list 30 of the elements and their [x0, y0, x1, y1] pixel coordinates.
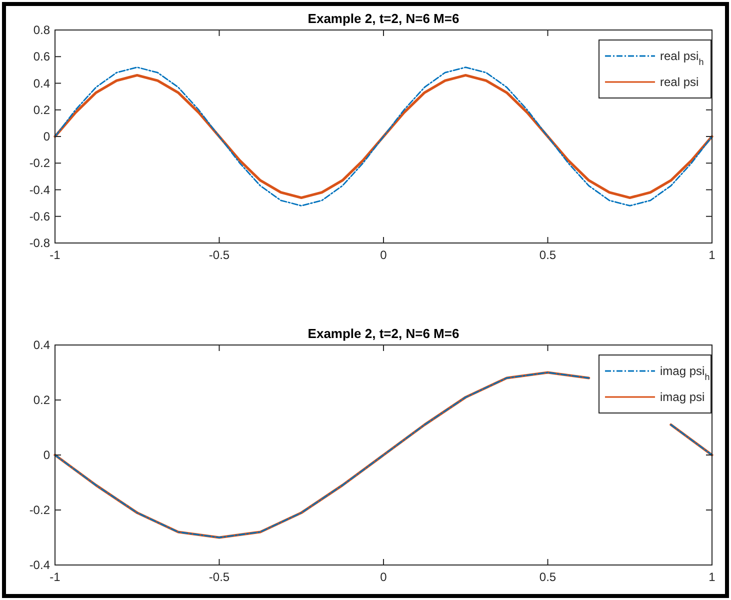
x-tick-label: 1	[708, 570, 716, 584]
y-tick-label: 0	[43, 130, 50, 144]
y-tick-label: 0.2	[33, 393, 50, 407]
x-tick-label: -0.5	[208, 570, 230, 584]
y-tick-label: -0.8	[29, 236, 50, 250]
legend-label: real psi	[660, 75, 699, 89]
x-tick-label: 0.5	[539, 570, 556, 584]
x-tick-label: 1	[708, 248, 716, 262]
x-tick-label: -0.5	[208, 248, 230, 262]
legend-label: imag psi$_{h}$	[660, 364, 710, 382]
x-tick-label: 0.5	[539, 248, 556, 262]
y-tick-label: 0.6	[33, 50, 50, 64]
y-tick-label: -0.6	[29, 209, 50, 224]
y-tick-label: 0.4	[33, 338, 50, 352]
x-tick-label: 0	[380, 570, 388, 584]
y-tick-label: -0.4	[29, 182, 50, 197]
y-tick-label: -0.4	[29, 558, 50, 572]
legend-label: imag psi	[660, 390, 705, 404]
chart-title: Example 2, t=2, N=6 M=6	[308, 326, 460, 341]
y-tick-label: 0.8	[33, 23, 50, 37]
y-tick-label: -0.2	[29, 503, 50, 517]
x-tick-label: -1	[50, 248, 61, 262]
y-tick-label: 0.2	[33, 102, 50, 117]
x-tick-label: -1	[50, 570, 61, 584]
chart-title: Example 2, t=2, N=6 M=6	[308, 11, 460, 26]
y-tick-label: 0.4	[33, 76, 50, 90]
x-tick-label: 0	[380, 248, 388, 262]
y-tick-label: -0.2	[29, 156, 50, 170]
legend-label: real psi$_{h}$	[660, 49, 704, 67]
y-tick-label: 0	[43, 448, 50, 462]
